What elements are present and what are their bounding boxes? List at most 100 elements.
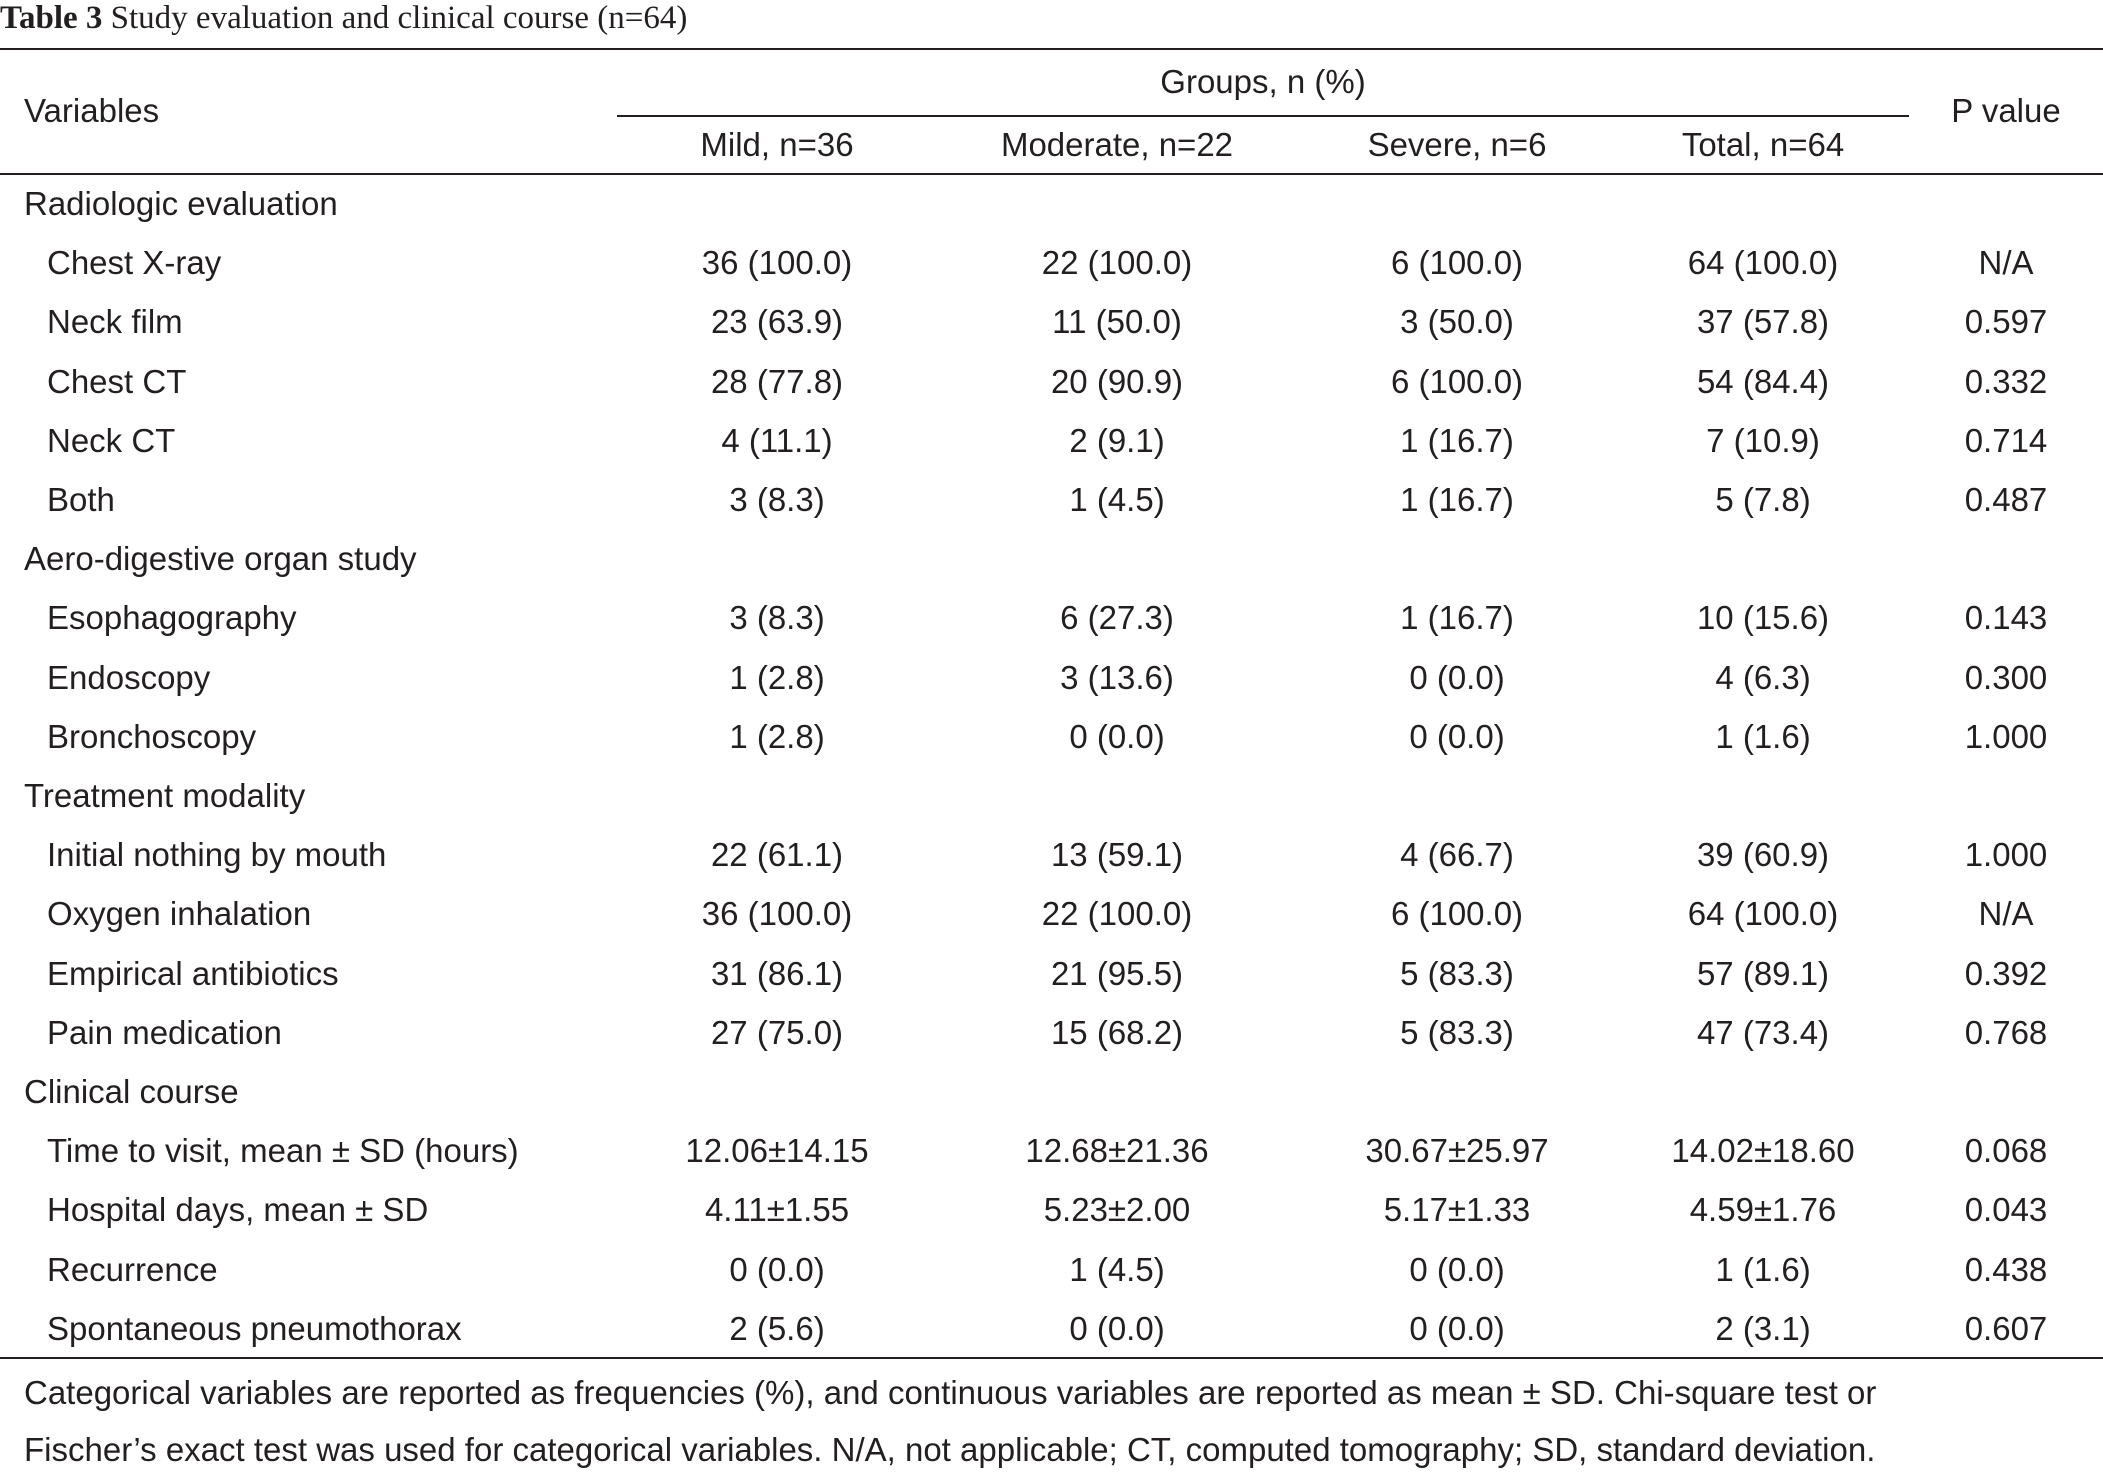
cell-p: 1.000: [1964, 836, 2048, 873]
cell-total: 14.02±18.60: [1671, 1132, 1855, 1169]
cell-mild: 1 (2.8): [729, 718, 825, 755]
header-bottom-rule: [0, 173, 2103, 175]
cell-severe: 3 (50.0): [1400, 303, 1514, 340]
cell-total: 10 (15.6): [1696, 599, 1830, 636]
row-label: Oxygen inhalation: [47, 895, 312, 932]
cell-mild: 23 (63.9): [710, 303, 844, 340]
cell-p: 0.597: [1964, 303, 2048, 340]
cell-mild: 12.06±14.15: [685, 1132, 869, 1169]
row-label: Hospital days, mean ± SD: [47, 1191, 429, 1228]
cell-p: 0.768: [1964, 1014, 2048, 1051]
cell-moderate: 6 (27.3): [1060, 599, 1174, 636]
header-col-total: Total, n=64: [1681, 126, 1845, 163]
cell-total: 64 (100.0): [1687, 895, 1839, 932]
table-number: Table 3: [0, 0, 103, 36]
cell-severe: 1 (16.7): [1400, 422, 1514, 459]
table-footnote: Categorical variables are reported as fr…: [24, 1364, 2084, 1478]
cell-p: 0.607: [1964, 1310, 2048, 1347]
header-p-value: P value: [1951, 92, 2061, 129]
cell-severe: 5 (83.3): [1400, 1014, 1514, 1051]
row-label: Empirical antibiotics: [47, 955, 339, 992]
cell-moderate: 5.23±2.00: [1043, 1191, 1191, 1228]
cell-p: N/A: [1978, 244, 2034, 281]
cell-mild: 31 (86.1): [710, 955, 844, 992]
cell-severe: 5 (83.3): [1400, 955, 1514, 992]
cell-mild: 22 (61.1): [710, 836, 844, 873]
cell-moderate: 1 (4.5): [1069, 1251, 1165, 1288]
header-variables: Variables: [24, 92, 160, 129]
cell-mild: 28 (77.8): [710, 363, 844, 400]
cell-p: 0.487: [1964, 481, 2048, 518]
cell-severe: 4 (66.7): [1400, 836, 1514, 873]
row-label: Spontaneous pneumothorax: [47, 1310, 462, 1347]
cell-mild: 36 (100.0): [701, 895, 853, 932]
cell-mild: 3 (8.3): [729, 481, 825, 518]
header-col-moderate: Moderate, n=22: [1000, 126, 1234, 163]
cell-total: 37 (57.8): [1696, 303, 1830, 340]
cell-total: 4 (6.3): [1715, 659, 1811, 696]
row-label: Time to visit, mean ± SD (hours): [47, 1132, 519, 1169]
cell-severe: 6 (100.0): [1390, 244, 1524, 281]
cell-p: 0.438: [1964, 1251, 2048, 1288]
row-label: Neck CT: [47, 422, 176, 459]
row-label: Both: [47, 481, 115, 518]
cell-p: N/A: [1978, 895, 2034, 932]
row-label: Recurrence: [47, 1251, 218, 1288]
cell-mild: 27 (75.0): [710, 1014, 844, 1051]
cell-moderate: 11 (50.0): [1052, 303, 1182, 340]
section-heading: Radiologic evaluation: [24, 185, 338, 222]
cell-total: 7 (10.9): [1706, 422, 1820, 459]
cell-severe: 0 (0.0): [1409, 1251, 1505, 1288]
cell-moderate: 0 (0.0): [1069, 718, 1165, 755]
header-col-mild: Mild, n=36: [700, 126, 854, 163]
table-title: Study evaluation and clinical course (n=…: [110, 0, 688, 36]
cell-mild: 1 (2.8): [729, 659, 825, 696]
groups-underline: [617, 115, 1909, 117]
cell-severe: 6 (100.0): [1390, 895, 1524, 932]
section-heading: Clinical course: [24, 1073, 239, 1110]
cell-moderate: 0 (0.0): [1069, 1310, 1165, 1347]
section-heading: Aero-digestive organ study: [24, 540, 417, 577]
cell-severe: 30.67±25.97: [1365, 1132, 1549, 1169]
footnote-line-1: Categorical variables are reported as fr…: [24, 1374, 1877, 1411]
row-label: Chest X-ray: [47, 244, 222, 281]
cell-moderate: 22 (100.0): [1041, 244, 1193, 281]
row-label: Initial nothing by mouth: [47, 836, 387, 873]
cell-severe: 0 (0.0): [1409, 718, 1505, 755]
header-col-severe: Severe, n=6: [1367, 126, 1547, 163]
row-label: Bronchoscopy: [47, 718, 257, 755]
cell-p: 0.332: [1964, 363, 2048, 400]
cell-total: 5 (7.8): [1715, 481, 1811, 518]
cell-moderate: 20 (90.9): [1050, 363, 1184, 400]
cell-p: 0.043: [1964, 1191, 2048, 1228]
cell-mild: 2 (5.6): [729, 1310, 825, 1347]
cell-p: 0.300: [1964, 659, 2048, 696]
cell-moderate: 3 (13.6): [1060, 659, 1174, 696]
cell-total: 57 (89.1): [1696, 955, 1830, 992]
header-groups: Groups, n (%): [1160, 63, 1366, 100]
table-caption: Table 3 Study evaluation and clinical co…: [0, 0, 687, 40]
cell-moderate: 2 (9.1): [1069, 422, 1165, 459]
cell-p: 0.392: [1964, 955, 2048, 992]
cell-p: 0.143: [1964, 599, 2048, 636]
cell-moderate: 1 (4.5): [1069, 481, 1165, 518]
row-label: Pain medication: [47, 1014, 282, 1051]
cell-p: 1.000: [1964, 718, 2048, 755]
cell-total: 54 (84.4): [1696, 363, 1830, 400]
cell-mild: 3 (8.3): [729, 599, 825, 636]
cell-moderate: 12.68±21.36: [1025, 1132, 1209, 1169]
cell-total: 39 (60.9): [1696, 836, 1830, 873]
cell-mild: 4.11±1.55: [704, 1191, 850, 1228]
row-label: Neck film: [47, 303, 183, 340]
bottom-rule: [0, 1357, 2103, 1359]
cell-mild: 0 (0.0): [729, 1251, 825, 1288]
cell-total: 64 (100.0): [1687, 244, 1839, 281]
cell-severe: 1 (16.7): [1400, 599, 1514, 636]
cell-moderate: 13 (59.1): [1050, 836, 1184, 873]
cell-p: 0.068: [1964, 1132, 2048, 1169]
cell-severe: 6 (100.0): [1390, 363, 1524, 400]
cell-total: 47 (73.4): [1696, 1014, 1830, 1051]
cell-p: 0.714: [1964, 422, 2048, 459]
cell-mild: 4 (11.1): [721, 422, 833, 459]
